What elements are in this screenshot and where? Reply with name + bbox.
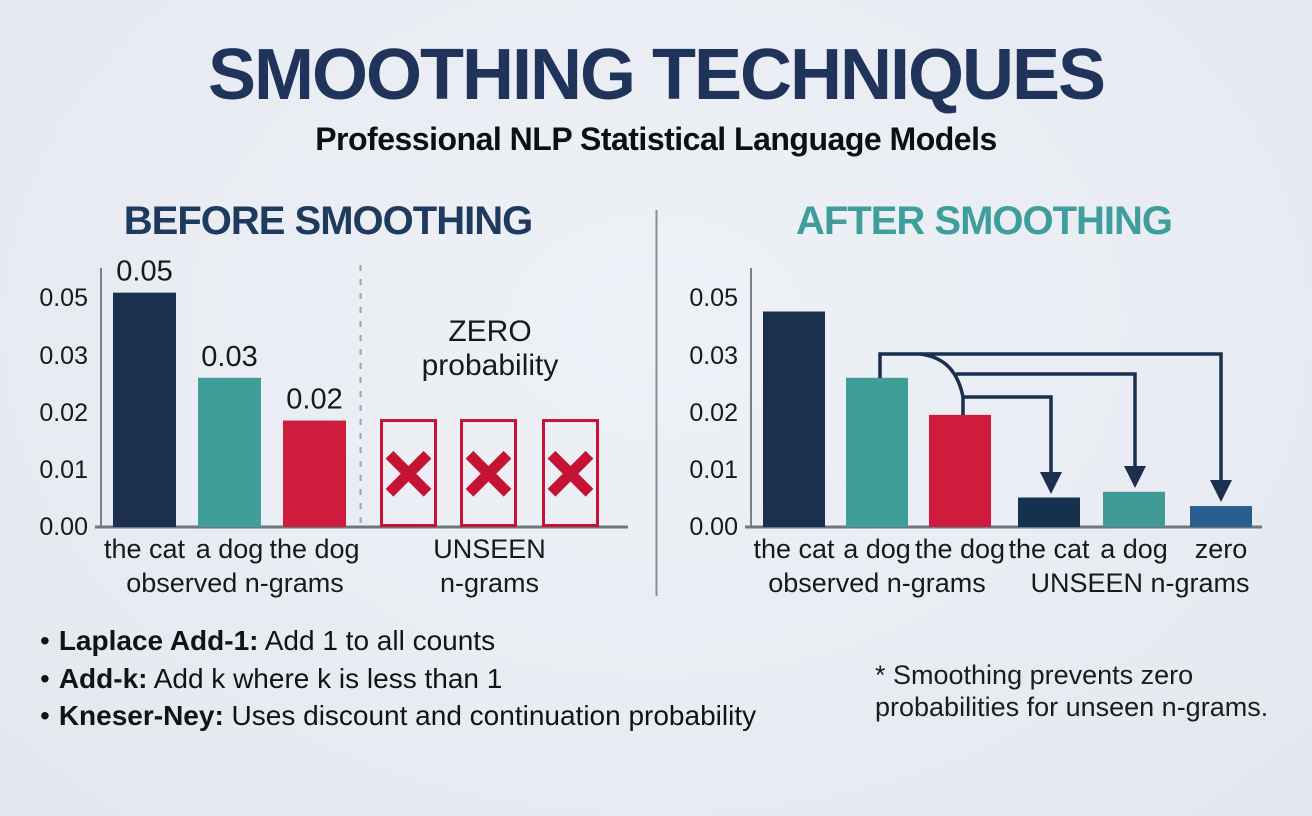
before-category-label: the dog (269, 534, 359, 564)
before-bar-value-label: 0.03 (201, 341, 257, 373)
before-bar-value-label: 0.02 (286, 384, 342, 416)
x-mark-icon (547, 450, 594, 497)
bullet-icon: • (40, 625, 50, 656)
after-bar-the-cat (763, 311, 825, 527)
before-category-label: the cat (104, 534, 186, 564)
bullet-icon: • (40, 662, 50, 694)
after-bar-zero (1190, 506, 1252, 527)
before-bar-the-cat (113, 292, 176, 527)
technique-term: Add-k: (58, 662, 148, 694)
before-y-tick-label: 0.03 (39, 342, 88, 370)
after-category-label: the cat (753, 534, 835, 564)
before-category-label: a dog (196, 534, 264, 564)
after-bar-a-dog (1103, 491, 1165, 527)
footnote: * Smoothing prevents zero probabilities … (875, 659, 1268, 723)
redistribution-arrow (956, 372, 1137, 466)
after-observed-group-label: observed n-grams (768, 568, 986, 598)
technique-term: Laplace Add-1: (58, 625, 259, 656)
after-bar-the-dog (929, 414, 991, 527)
after-category-label: the cat (1008, 534, 1090, 564)
after-category-label: the dog (915, 534, 1005, 564)
after-category-label: a dog (843, 534, 911, 564)
after-unseen-group-label: UNSEEN n-grams (1030, 568, 1249, 598)
zero-probability-annotation: probability (422, 349, 559, 382)
after-y-tick-label: 0.02 (689, 399, 738, 427)
footnote-line: probabilities for unseen n-grams. (875, 692, 1269, 722)
before-y-tick-label: 0.05 (39, 284, 88, 312)
after-y-tick-label: 0.00 (689, 513, 738, 541)
page-title: SMOOTHING TECHNIQUES (207, 35, 1106, 115)
after-y-tick-label: 0.05 (689, 284, 738, 312)
before-y-tick-label: 0.02 (39, 399, 88, 427)
redistribution-arrow (878, 352, 1223, 480)
technique-term: Kneser-Ney: (58, 700, 224, 731)
arrow-head-icon (1210, 480, 1232, 502)
before-smoothing-heading: BEFORE SMOOTHING (123, 199, 533, 243)
before-bar-a-dog (198, 377, 261, 527)
unseen-slot-box (380, 419, 437, 527)
bullet-icon: • (40, 700, 50, 731)
unseen-slot-box (460, 419, 517, 527)
before-bar-the-dog (283, 420, 346, 527)
after-bar-a-dog (846, 377, 908, 527)
technique-item-kneser-ney: • Kneser-Ney: Uses discount and continuat… (40, 697, 756, 735)
x-mark-icon (385, 450, 432, 497)
page-subtitle: Professional NLP Statistical Language Mo… (315, 121, 997, 157)
technique-item-addk: • Add-k: Add k where k is less than 1 (40, 660, 756, 698)
after-y-tick-label: 0.01 (689, 456, 738, 484)
technique-desc: Uses discount and continuation probabili… (223, 700, 757, 731)
after-bar-the-cat (1018, 497, 1080, 527)
technique-desc: Add 1 to all counts (258, 625, 496, 656)
before-y-tick-label: 0.01 (39, 456, 88, 484)
before-y-tick-label: 0.00 (39, 513, 88, 541)
after-category-label: zero (1195, 534, 1248, 564)
arrow-head-icon (1124, 466, 1146, 488)
footnote-line: * Smoothing prevents zero (875, 660, 1194, 690)
technique-item-laplace: • Laplace Add-1: Add 1 to all counts (40, 622, 756, 660)
zero-probability-annotation: ZERO (448, 315, 531, 348)
before-category-label: UNSEEN (433, 534, 546, 564)
technique-list: • Laplace Add-1: Add 1 to all counts • Add… (40, 622, 756, 735)
after-y-tick-label: 0.03 (689, 342, 738, 370)
after-smoothing-heading: AFTER SMOOTHING (795, 199, 1173, 243)
before-unseen-group-label: n-grams (440, 568, 539, 598)
before-bar-value-label: 0.05 (116, 256, 172, 288)
after-category-label: a dog (1100, 534, 1168, 564)
before-observed-group-label: observed n-grams (126, 568, 344, 598)
unseen-slot-box (542, 419, 599, 527)
redistribution-arrow (961, 395, 1053, 472)
x-mark-icon (465, 450, 512, 497)
arrow-head-icon (1040, 472, 1062, 494)
technique-desc: Add k where k is less than 1 (147, 662, 503, 694)
